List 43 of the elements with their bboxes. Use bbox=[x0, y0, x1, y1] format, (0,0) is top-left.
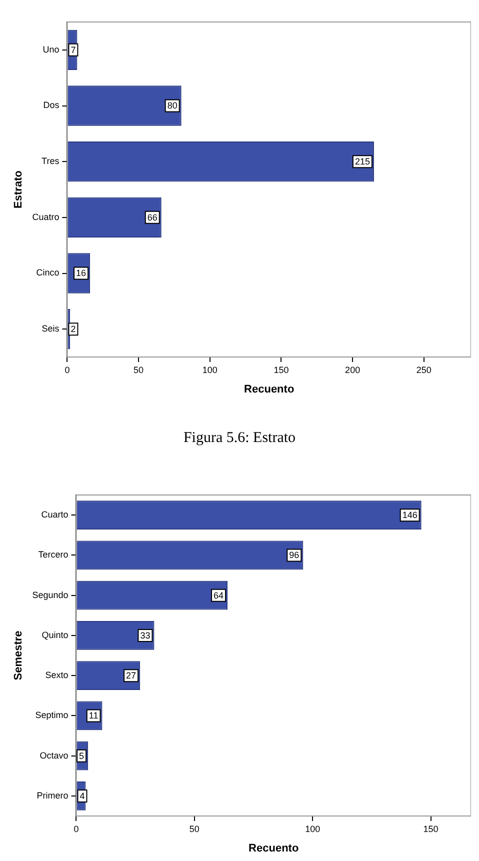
data-label: 7 bbox=[70, 44, 76, 55]
x-tick-label: 150 bbox=[274, 364, 289, 375]
x-axis-title: Recuento bbox=[244, 383, 294, 396]
data-label: 33 bbox=[140, 630, 150, 640]
y-tick-label: Octavo bbox=[40, 750, 68, 760]
x-tick-label: 50 bbox=[189, 824, 200, 834]
x-tick-label: 250 bbox=[416, 364, 432, 375]
y-tick-label: Quinto bbox=[42, 630, 68, 640]
y-tick-label: Cuatro bbox=[32, 212, 60, 222]
text: Figura 5.6: Estrato bbox=[182, 430, 297, 447]
x-tick-label: 200 bbox=[345, 364, 360, 375]
data-label: 64 bbox=[214, 590, 224, 600]
x-tick-label: 0 bbox=[74, 824, 79, 834]
y-tick-label: Septimo bbox=[35, 710, 68, 720]
y-tick-label: Tres bbox=[42, 156, 60, 166]
y-tick-label: Tercero bbox=[38, 550, 68, 560]
data-label: 66 bbox=[147, 212, 158, 222]
x-tick-label: 100 bbox=[305, 824, 320, 834]
data-label: 146 bbox=[402, 510, 418, 520]
y-tick-label: Segundo bbox=[32, 590, 68, 600]
y-tick-label: Cuarto bbox=[41, 510, 68, 520]
y-tick-label: Sexto bbox=[45, 670, 68, 680]
y-tick-label: Dos bbox=[43, 100, 60, 110]
data-label: 96 bbox=[289, 550, 300, 560]
y-axis-title: Semestre bbox=[12, 630, 25, 680]
data-label: 4 bbox=[80, 790, 85, 801]
y-tick-label: Cinco bbox=[36, 268, 60, 278]
data-label: 215 bbox=[354, 156, 370, 167]
y-axis-title: Estrato bbox=[12, 170, 25, 208]
data-label: 11 bbox=[88, 710, 98, 721]
data-label: 16 bbox=[76, 268, 86, 278]
x-tick-label: 100 bbox=[202, 364, 218, 375]
data-label: 5 bbox=[79, 750, 84, 761]
data-label: 80 bbox=[167, 100, 178, 111]
x-tick-label: 150 bbox=[423, 824, 438, 834]
x-tick-label: 50 bbox=[134, 364, 144, 375]
y-tick-label: Uno bbox=[42, 44, 60, 54]
data-label: 2 bbox=[70, 324, 76, 334]
y-tick-label: Seis bbox=[42, 324, 60, 334]
data-label: 27 bbox=[126, 670, 136, 681]
x-tick-label: 0 bbox=[64, 364, 70, 375]
y-tick-label: Primero bbox=[36, 790, 68, 800]
x-axis-title: Recuento bbox=[248, 842, 299, 854]
